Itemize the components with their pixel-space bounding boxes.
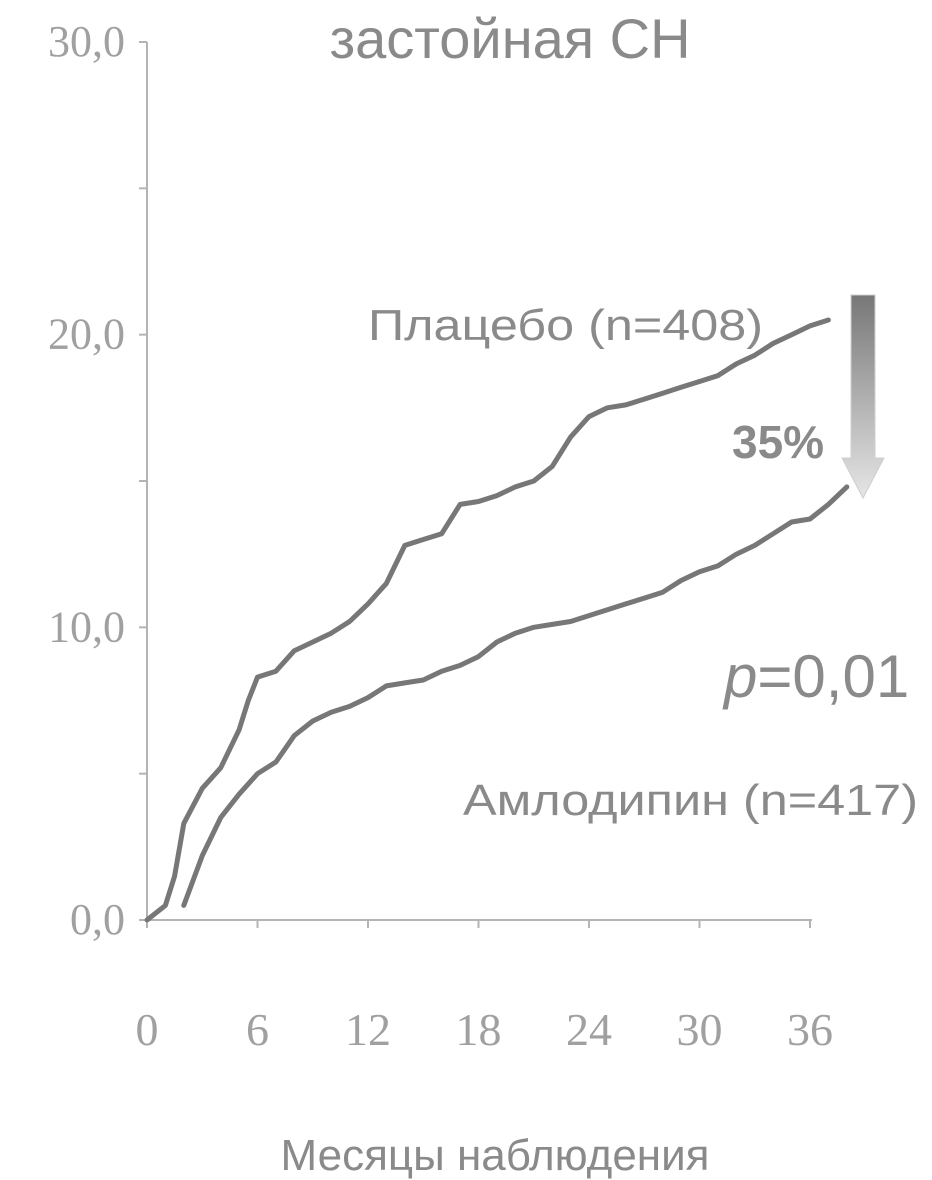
y-ticks: 0,0 10,0 20,0 30,0 [48, 17, 147, 944]
x-tick-label: 6 [246, 1004, 269, 1055]
reduction-arrow [841, 294, 885, 500]
x-tick-label: 36 [787, 1004, 833, 1055]
x-tick-label: 24 [566, 1004, 612, 1055]
y-tick-label: 30,0 [48, 17, 125, 66]
x-tick-label: 30 [677, 1004, 723, 1055]
x-tick-label: 0 [136, 1004, 159, 1055]
series-placebo-line [144, 317, 831, 923]
series-label-amlodipine: Амлодипин (n=417) [463, 776, 918, 825]
x-ticks: 0 6 12 18 24 30 36 [136, 920, 833, 1055]
p-value: p=0,01 [722, 643, 909, 710]
x-tick-label: 18 [456, 1004, 502, 1055]
y-tick-label: 0,0 [70, 895, 125, 944]
x-tick-label: 12 [345, 1004, 391, 1055]
y-tick-label: 20,0 [48, 310, 125, 359]
series-amlodipine-line [181, 484, 850, 908]
p-value-italic: p [722, 643, 757, 710]
reduction-label: 35% [732, 416, 824, 468]
x-axis-label: Месяцы наблюдения [280, 1131, 709, 1180]
y-tick-label: 10,0 [48, 602, 125, 651]
series-label-placebo: Плацебо (n=408) [368, 301, 763, 350]
p-value-number: =0,01 [757, 643, 909, 710]
chart-title: застойная СН [329, 7, 690, 70]
